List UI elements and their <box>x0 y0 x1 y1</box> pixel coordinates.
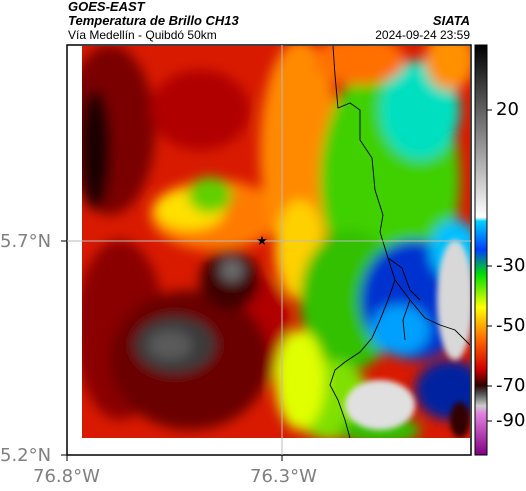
satellite-title: GOES-EAST <box>68 0 145 14</box>
border-lines <box>329 46 470 438</box>
agency-label: SIATA <box>432 13 470 28</box>
lat-tick-5.2: 5.2°N <box>0 445 52 466</box>
temperature-field <box>82 46 470 438</box>
star-marker: ★ <box>256 234 268 249</box>
colorbar <box>474 44 488 456</box>
datetime-label: 2024-09-24 23:59 <box>375 28 470 42</box>
colorbar-tick-minus50: -50 <box>496 315 526 336</box>
route-subtitle: Vía Medellín - Quibdó 50km <box>68 28 217 42</box>
product-title: Temperatura de Brillo CH13 <box>68 13 239 28</box>
colorbar-tick-minus90: -90 <box>496 410 526 431</box>
lon-tick-76.8: 76.8°W <box>33 466 100 487</box>
colorbar-tick-20: 20 <box>496 99 519 120</box>
colorbar-tick-minus70: -70 <box>496 375 526 396</box>
lon-tick-76.3: 76.3°W <box>250 466 317 487</box>
lat-tick-5.7: 5.7°N <box>0 231 52 252</box>
colorbar-tick-minus30: -30 <box>496 255 526 276</box>
